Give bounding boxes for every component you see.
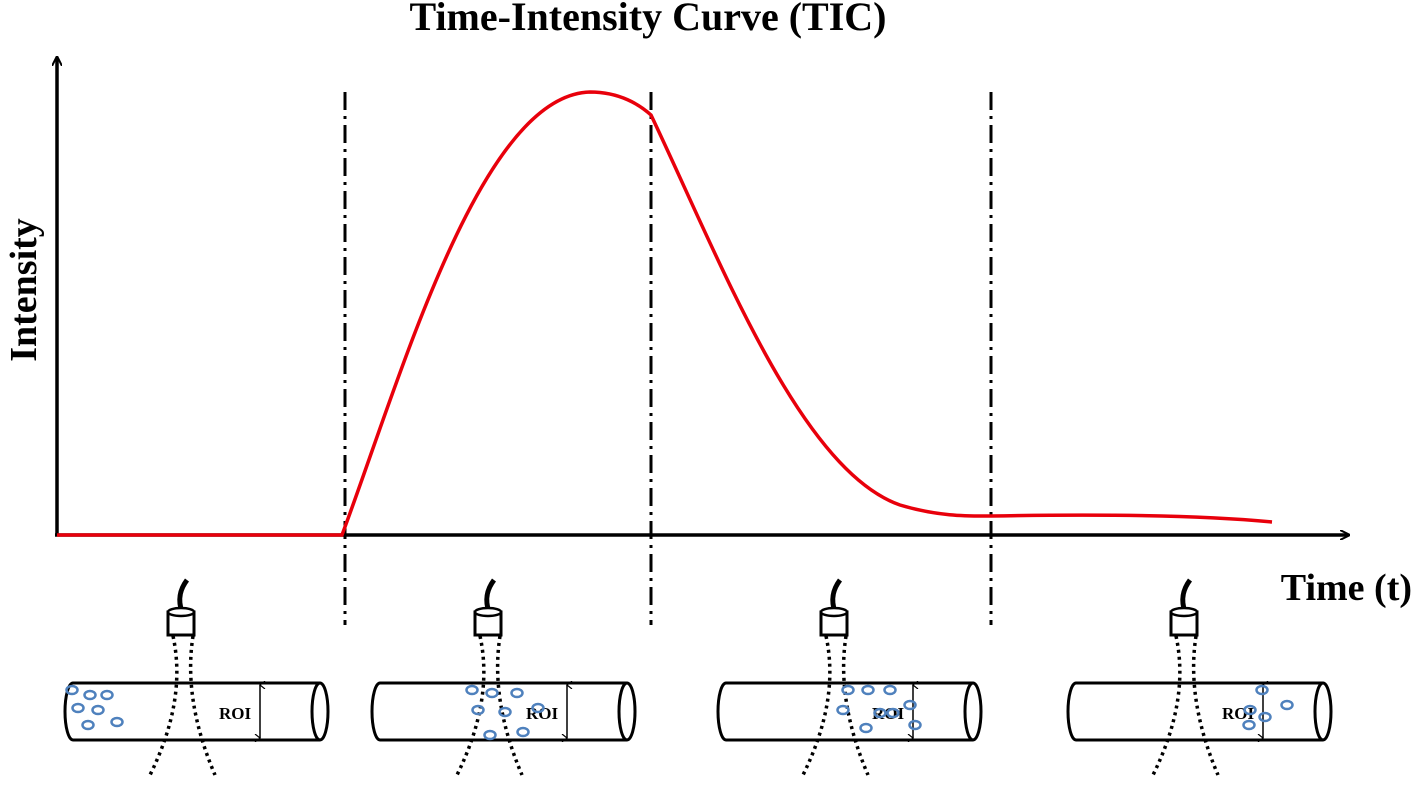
transducer-top: [473, 606, 503, 618]
beam: [455, 635, 524, 776]
y-axis-label: Intensity: [3, 218, 45, 362]
microbubble: [510, 687, 524, 699]
vessel-end: [310, 681, 330, 742]
microbubble: [883, 684, 897, 696]
microbubble: [485, 687, 499, 699]
microbubble: [1280, 699, 1294, 711]
panel: ROI: [1066, 578, 1333, 776]
vessel-end: [963, 681, 983, 742]
microbubble: [483, 729, 497, 741]
phase-separators: [343, 92, 993, 625]
vessel-end: [1313, 681, 1333, 742]
microbubble: [841, 684, 855, 696]
vessel: [1066, 681, 1323, 742]
microbubble: [1242, 719, 1256, 731]
panels: ROI ROI ROI ROI: [63, 578, 1333, 776]
panel: ROI: [716, 578, 983, 776]
beam: [148, 635, 217, 776]
microbubble: [1258, 711, 1272, 723]
microbubble: [903, 699, 917, 711]
x-axis-label: Time (t): [1281, 567, 1412, 609]
beam: [1151, 635, 1220, 776]
microbubble: [861, 684, 875, 696]
vessel: [370, 681, 627, 742]
microbubble: [91, 704, 105, 716]
microbubble: [65, 684, 79, 696]
microbubble: [908, 719, 922, 731]
panel: ROI: [370, 578, 637, 776]
microbubble: [83, 689, 97, 701]
microbubble: [531, 702, 545, 714]
tic-curve: [57, 90, 1273, 537]
vessel-end: [617, 681, 637, 742]
microbubble: [81, 719, 95, 731]
panel: ROI: [63, 578, 330, 776]
microbubble: [71, 702, 85, 714]
microbubble: [498, 706, 512, 718]
roi-label: ROI: [219, 704, 252, 723]
microbubble: [100, 689, 114, 701]
transducer-top: [819, 606, 849, 618]
microbubble: [1243, 704, 1257, 716]
beam: [801, 635, 870, 776]
microbubble: [1255, 684, 1269, 696]
microbubble: [886, 707, 900, 719]
microbubble: [110, 716, 124, 728]
roi-label: ROI: [1222, 704, 1255, 723]
transducer-top: [1169, 606, 1199, 618]
microbubble: [873, 707, 887, 719]
microbubble: [859, 722, 873, 734]
microbubble: [516, 726, 530, 738]
microbubble: [471, 704, 485, 716]
vessel: [716, 681, 973, 742]
microbubble: [836, 704, 850, 716]
transducer-top: [166, 606, 196, 618]
title: Time-Intensity Curve (TIC): [409, 0, 886, 39]
microbubble: [465, 684, 479, 696]
roi-label: ROI: [526, 704, 559, 723]
